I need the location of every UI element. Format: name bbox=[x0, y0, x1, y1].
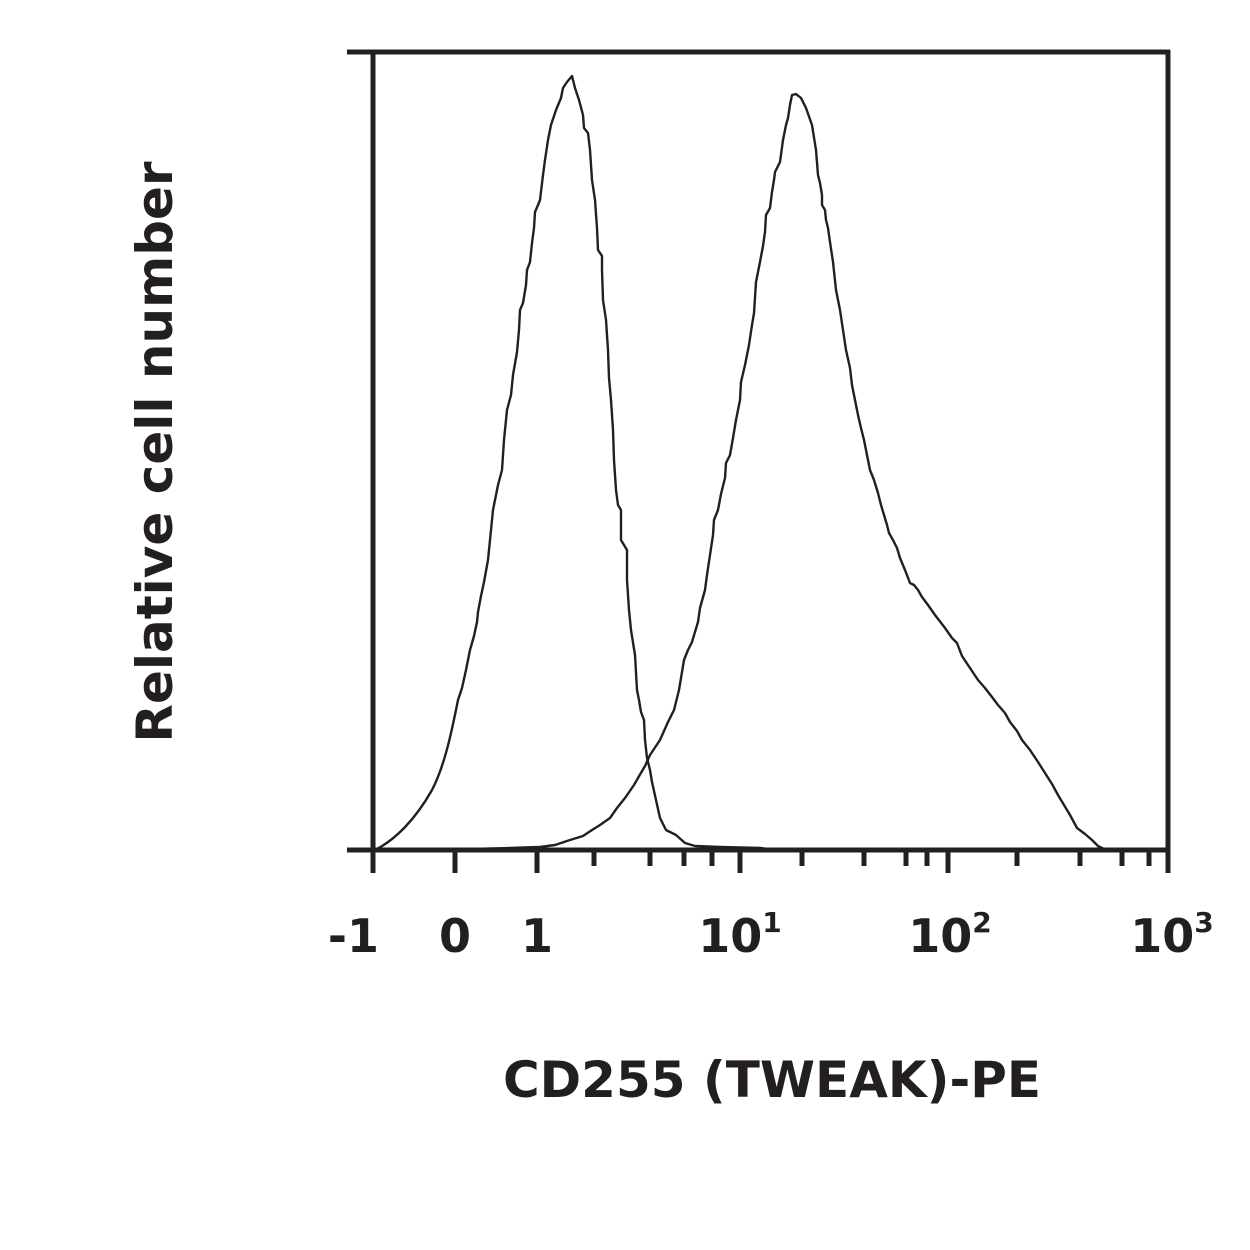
control-histogram bbox=[374, 74, 769, 852]
tick-label-10-3: 103 bbox=[1130, 906, 1214, 963]
x-axis-title: CD255 (TWEAK)-PE bbox=[503, 1051, 1041, 1109]
y-axis-title: Relative cell number bbox=[126, 161, 184, 742]
tick-label-10-2: 102 bbox=[908, 906, 992, 963]
stained-histogram bbox=[469, 92, 1105, 851]
tick-label-10-1: 101 bbox=[698, 906, 782, 963]
tick-label-neg1: -1 bbox=[328, 909, 379, 963]
histogram-curves bbox=[374, 74, 1105, 852]
x-axis-ticks bbox=[452, 850, 1152, 873]
tick-label-1: 1 bbox=[521, 909, 553, 963]
plot-frame bbox=[347, 49, 1171, 873]
tick-label-0: 0 bbox=[439, 909, 471, 963]
x-tick-labels: -1 0 1 101 102 103 bbox=[328, 906, 1214, 963]
